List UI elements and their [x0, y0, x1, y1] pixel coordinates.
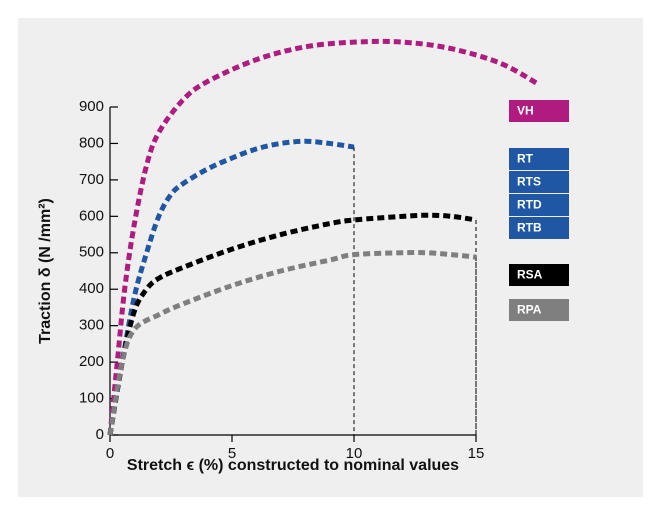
legend-swatch — [509, 194, 569, 216]
legend-label: RTS — [517, 175, 541, 189]
legend-swatch — [509, 217, 569, 239]
y-tick-label: 300 — [79, 317, 104, 334]
series-line — [107, 250, 477, 436]
legend-label: RTD — [517, 198, 542, 212]
y-tick-label: 600 — [79, 207, 104, 224]
y-tick-label: 500 — [79, 244, 104, 261]
legend-swatch — [509, 148, 569, 170]
series-line — [107, 212, 477, 436]
legend-label: RSA — [517, 268, 543, 282]
y-tick-label: 200 — [79, 353, 104, 370]
legend-label: RT — [517, 152, 534, 166]
legend-swatch — [509, 171, 569, 193]
legend-swatch — [509, 299, 569, 321]
legend-label: RPA — [517, 303, 542, 317]
y-tick-label: 800 — [79, 134, 104, 151]
series-line — [107, 38, 539, 436]
legend-swatch — [509, 264, 569, 286]
y-tick-label: 100 — [79, 390, 104, 407]
x-tick-label: 15 — [468, 445, 485, 462]
y-tick-label: 0 — [96, 426, 104, 443]
legend-swatch — [509, 100, 569, 122]
y-tick-label: 700 — [79, 171, 104, 188]
y-tick-label: 400 — [79, 280, 104, 297]
x-tick-label: 10 — [346, 445, 363, 462]
legend-label: VH — [517, 104, 534, 118]
series-line — [107, 138, 355, 436]
y-axis-title: Traction δ (N /mm²) — [37, 198, 54, 344]
legend-label: RTB — [517, 221, 542, 235]
x-axis-title: Stretch ϵ (%) constructed to nominal val… — [127, 457, 459, 474]
x-tick-label: 5 — [228, 445, 236, 462]
x-tick-label: 0 — [106, 445, 114, 462]
y-tick-label: 900 — [79, 98, 104, 115]
